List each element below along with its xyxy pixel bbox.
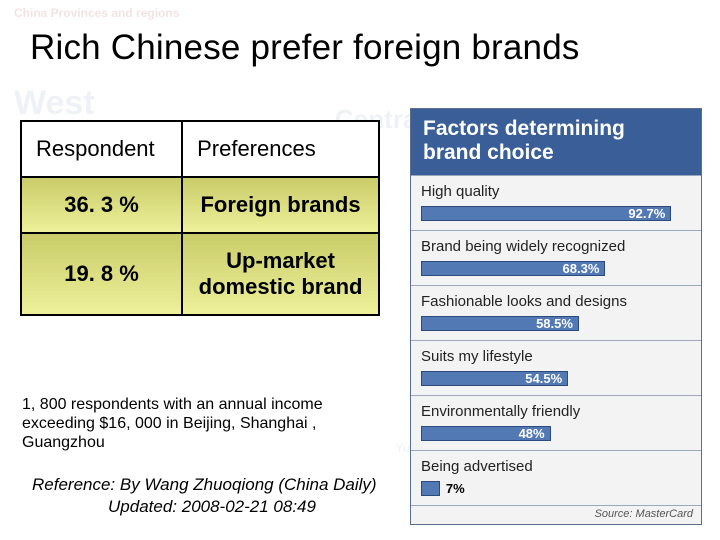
- factor-row: Being advertised 7%: [411, 450, 701, 505]
- reference-text: Reference: By Wang Zhuoqiong (China Dail…: [32, 475, 392, 518]
- factor-label: Fashionable looks and designs: [421, 293, 691, 310]
- col-header-respondent: Respondent: [21, 121, 182, 177]
- bar-percent: 48%: [519, 426, 545, 441]
- bar-track: 54.5%: [421, 370, 691, 386]
- bar-fill: 58.5%: [421, 316, 579, 331]
- bar-track: 92.7%: [421, 205, 691, 221]
- preferences-table: Respondent Preferences 36. 3 % Foreign b…: [20, 120, 380, 316]
- factor-row: Fashionable looks and designs 58.5%: [411, 285, 701, 340]
- factor-row: High quality 92.7%: [411, 175, 701, 230]
- preferences-table-wrap: Respondent Preferences 36. 3 % Foreign b…: [20, 120, 380, 316]
- table-row: 36. 3 % Foreign brands: [21, 177, 379, 233]
- bar-percent: 92.7%: [628, 206, 665, 221]
- bar-percent: 54.5%: [525, 371, 562, 386]
- table-row: 19. 8 % Up-market domestic brand: [21, 233, 379, 315]
- cell-preference-0: Foreign brands: [182, 177, 379, 233]
- cell-respondent-1: 19. 8 %: [21, 233, 182, 315]
- bar-fill: 48%: [421, 426, 551, 441]
- cell-respondent-0: 36. 3 %: [21, 177, 182, 233]
- bar-fill: 68.3%: [421, 261, 605, 276]
- bar-fill: [421, 481, 440, 496]
- bar-percent: 58.5%: [536, 316, 573, 331]
- cell-preference-1: Up-market domestic brand: [182, 233, 379, 315]
- page-title: Rich Chinese prefer foreign brands: [0, 0, 720, 68]
- bar-track: 48%: [421, 425, 691, 441]
- survey-note: 1, 800 respondents with an annual income…: [22, 395, 332, 453]
- bar-percent: 68.3%: [563, 261, 600, 276]
- bar-percent: 7%: [446, 481, 465, 496]
- factors-header: Factors determining brand choice: [411, 109, 701, 175]
- factor-label: High quality: [421, 183, 691, 200]
- bar-track: 7%: [421, 480, 691, 496]
- col-header-preferences: Preferences: [182, 121, 379, 177]
- factors-source: Source: MasterCard: [411, 505, 701, 524]
- factor-label: Suits my lifestyle: [421, 348, 691, 365]
- factor-label: Environmentally friendly: [421, 403, 691, 420]
- table-header-row: Respondent Preferences: [21, 121, 379, 177]
- factor-row: Brand being widely recognized 68.3%: [411, 230, 701, 285]
- factor-label: Being advertised: [421, 458, 691, 475]
- bar-track: 68.3%: [421, 260, 691, 276]
- reference-line: Reference: By Wang Zhuoqiong (China Dail…: [32, 475, 377, 494]
- factor-row: Environmentally friendly 48%: [411, 395, 701, 450]
- bar-track: 58.5%: [421, 315, 691, 331]
- factor-label: Brand being widely recognized: [421, 238, 691, 255]
- reference-updated: Updated: 2008-02-21 08:49: [32, 497, 392, 517]
- factors-infographic: Factors determining brand choice High qu…: [410, 108, 702, 525]
- bar-fill: 54.5%: [421, 371, 568, 386]
- factor-row: Suits my lifestyle 54.5%: [411, 340, 701, 395]
- bar-fill: 92.7%: [421, 206, 671, 221]
